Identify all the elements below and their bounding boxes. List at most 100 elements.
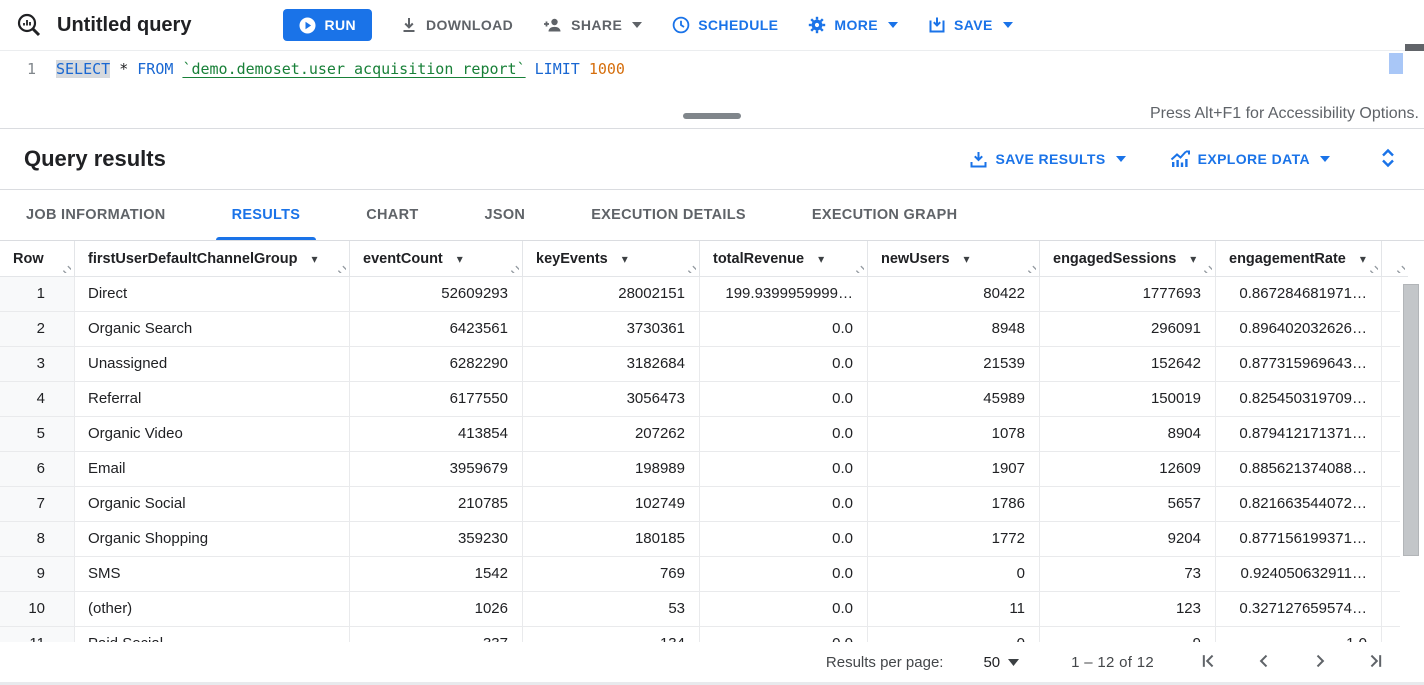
save-results-button[interactable]: SAVE RESULTS [969, 150, 1126, 169]
sql-editor[interactable]: 1 SELECT * FROM `demo.demoset.user_acqui… [0, 44, 1424, 103]
table-cell-stub [1382, 312, 1408, 347]
table-row: 6 Email 3959679 198989 0.0 1907 12609 0.8856213… [0, 452, 1424, 487]
column-header-keyEvents[interactable]: keyEvents ▾ [523, 241, 700, 277]
sort-caret-icon[interactable]: ▾ [963, 251, 970, 266]
table-row: 5 Organic Video 413854 207262 0.0 1078 8904 0.8… [0, 417, 1424, 452]
tab-job-information[interactable]: JOB INFORMATION [26, 207, 166, 223]
column-header-eventCount[interactable]: eventCount ▾ [350, 241, 523, 277]
table-cell: 1772 [868, 522, 1040, 557]
chevron-right-icon [1316, 654, 1325, 667]
table-cell: 0 [868, 627, 1040, 642]
save-button[interactable]: SAVE [928, 16, 1013, 34]
query-toolbar: Untitled query RUN DOWNLOAD SHARE [0, 0, 1424, 51]
column-header-newUsers[interactable]: newUsers ▾ [868, 241, 1040, 277]
table-cell-stub [1382, 557, 1408, 592]
page-size-select[interactable]: 50 [983, 654, 1020, 671]
table-cell: 0.0 [700, 417, 868, 452]
row-number-cell: 3 [0, 347, 75, 382]
sql-text: SELECT * FROM `demo.demoset.user_acquisi… [46, 58, 625, 80]
sort-caret-icon[interactable]: ▾ [1359, 251, 1366, 266]
column-resize-handle[interactable] [336, 263, 346, 273]
table-cell-stub [1382, 452, 1408, 487]
table-cell: 9204 [1040, 522, 1216, 557]
first-page-button[interactable] [1196, 649, 1220, 676]
column-resize-handle[interactable] [854, 263, 864, 273]
expand-collapse-results-button[interactable] [1376, 144, 1400, 175]
column-resize-handle[interactable] [509, 263, 519, 273]
sql-limit-value: 1000 [588, 60, 625, 78]
column-header-engagedSessions[interactable]: engagedSessions ▾ [1040, 241, 1216, 277]
table-row: 7 Organic Social 210785 102749 0.0 1786 5657 0.… [0, 487, 1424, 522]
table-cell: 0.0 [700, 382, 868, 417]
sort-caret-icon[interactable]: ▾ [818, 251, 825, 266]
table-cell: 5657 [1040, 487, 1216, 522]
table-cell: 3056473 [523, 382, 700, 417]
table-scrollbar[interactable] [1400, 278, 1424, 642]
chevron-down-icon [888, 22, 899, 28]
download-button[interactable]: DOWNLOAD [400, 16, 513, 34]
sort-caret-icon[interactable]: ▾ [1190, 251, 1197, 266]
column-resize-handle[interactable] [686, 263, 696, 273]
last-page-icon [1370, 654, 1382, 667]
table-cell: 0.0 [700, 347, 868, 382]
sort-caret-icon[interactable]: ▾ [621, 251, 628, 266]
column-header-totalRevenue[interactable]: totalRevenue ▾ [700, 241, 868, 277]
column-label: engagedSessions [1053, 250, 1177, 267]
column-resize-handle[interactable] [1395, 263, 1405, 273]
explore-data-button[interactable]: EXPLORE DATA [1170, 150, 1330, 168]
table-cell: 80422 [868, 277, 1040, 312]
table-scrollbar-thumb[interactable] [1403, 284, 1419, 556]
table-cell: 0.0 [700, 557, 868, 592]
table-cell: 45989 [868, 382, 1040, 417]
table-cell: 0.924050632911… [1216, 557, 1382, 592]
table-cell: Direct [75, 277, 350, 312]
last-page-button[interactable] [1364, 649, 1388, 676]
sql-table-reference[interactable]: `demo.demoset.user_acquisition_report` [182, 60, 526, 78]
table-body: 1 Direct 52609293 28002151 199.9399959999… 80… [0, 277, 1424, 642]
tab-execution-details[interactable]: EXECUTION DETAILS [591, 207, 746, 223]
table-cell: 0 [868, 557, 1040, 592]
chevron-down-icon [632, 22, 643, 28]
tab-results[interactable]: RESULTS [215, 190, 317, 240]
schedule-button[interactable]: SCHEDULE [672, 16, 778, 34]
table-cell: 0.896402032626… [1216, 312, 1382, 347]
row-number-cell: 7 [0, 487, 75, 522]
table-cell: 152642 [1040, 347, 1216, 382]
table-row: 2 Organic Search 6423561 3730361 0.0 8948 2960… [0, 312, 1424, 347]
run-button[interactable]: RUN [283, 9, 372, 41]
column-resize-handle[interactable] [1368, 263, 1378, 273]
table-cell-stub [1382, 277, 1408, 312]
row-number-cell: 11 [0, 627, 75, 642]
table-row: 10 (other) 1026 53 0.0 11 123 0.327127659574… [0, 592, 1424, 627]
table-cell: 9 [1040, 627, 1216, 642]
row-number-cell: 9 [0, 557, 75, 592]
next-page-button[interactable] [1308, 649, 1332, 676]
table-row: 3 Unassigned 6282290 3182684 0.0 21539 152642 0… [0, 347, 1424, 382]
table-cell: (other) [75, 592, 350, 627]
column-resize-handle[interactable] [61, 263, 71, 273]
column-resize-handle[interactable] [1026, 263, 1036, 273]
sort-caret-icon[interactable]: ▾ [456, 251, 463, 266]
tab-json[interactable]: JSON [484, 207, 526, 223]
table-cell: 0.877156199371… [1216, 522, 1382, 557]
tab-execution-graph[interactable]: EXECUTION GRAPH [811, 207, 958, 223]
person-add-icon [544, 18, 561, 32]
editor-splitter-row: Press Alt+F1 for Accessibility Options. [0, 103, 1424, 129]
editor-scrollbar-thumb[interactable] [1389, 53, 1403, 74]
results-tabs: JOB INFORMATION RESULTS CHART JSON EXECUTION… [0, 190, 1424, 241]
table-cell: Email [75, 452, 350, 487]
chevron-down-icon [1320, 156, 1330, 162]
more-button[interactable]: MORE [808, 16, 899, 34]
splitter-drag-handle[interactable] [683, 113, 741, 119]
column-header-firstUserDefaultChannelGroup[interactable]: firstUserDefaultChannelGroup ▾ [75, 241, 350, 277]
column-resize-handle[interactable] [1202, 263, 1212, 273]
column-header-engagementRate[interactable]: engagementRate ▾ [1216, 241, 1382, 277]
sort-caret-icon[interactable]: ▾ [311, 251, 318, 266]
table-cell: 73 [1040, 557, 1216, 592]
share-button[interactable]: SHARE [543, 16, 643, 34]
tab-chart[interactable]: CHART [366, 207, 419, 223]
previous-page-button[interactable] [1252, 649, 1276, 676]
table-cell: 6423561 [350, 312, 523, 347]
table-cell: 1542 [350, 557, 523, 592]
table-cell: SMS [75, 557, 350, 592]
